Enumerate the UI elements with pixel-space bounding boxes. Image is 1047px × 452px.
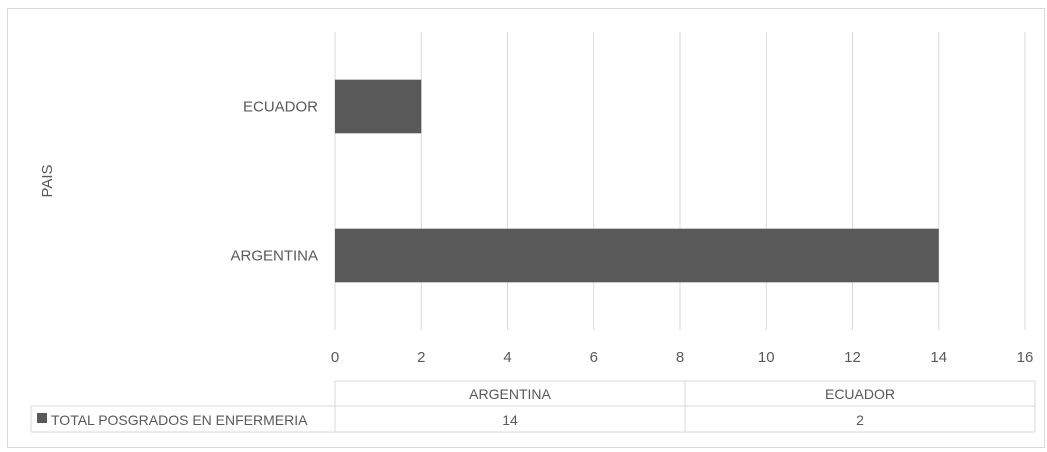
y-category-label: ECUADOR (243, 99, 318, 116)
y-axis-title: PAIS (39, 164, 56, 197)
x-axis-ticks: 0 2 4 6 8 10 12 14 16 (331, 349, 1034, 366)
table-value-cell: 2 (856, 412, 864, 428)
gridlines (334, 32, 1026, 330)
x-tick-label: 14 (930, 349, 947, 366)
bar (335, 228, 939, 283)
x-tick-label: 8 (676, 349, 684, 366)
bar (335, 79, 422, 134)
x-tick-label: 6 (590, 349, 598, 366)
table-value-cell: 14 (502, 412, 518, 428)
table-header-cell: ECUADOR (825, 386, 895, 402)
table-header-cell: ARGENTINA (469, 386, 551, 402)
y-axis-categories: ARGENTINA ECUADOR (230, 99, 318, 265)
legend-series-name: TOTAL POSGRADOS EN ENFERMERIA (51, 412, 308, 428)
bars (335, 79, 939, 283)
chart-frame (7, 8, 1045, 448)
y-category-label: ARGENTINA (230, 248, 318, 265)
x-tick-label: 10 (758, 349, 775, 366)
x-tick-label: 12 (844, 349, 861, 366)
x-tick-label: 0 (331, 349, 339, 366)
data-table: ARGENTINA 14 ECUADOR 2 TOTAL POSGRADOS EN EN… (30, 380, 1036, 433)
legend-key (37, 413, 47, 423)
x-tick-label: 16 (1017, 349, 1034, 366)
x-tick-label: 2 (417, 349, 425, 366)
x-tick-label: 4 (503, 349, 511, 366)
